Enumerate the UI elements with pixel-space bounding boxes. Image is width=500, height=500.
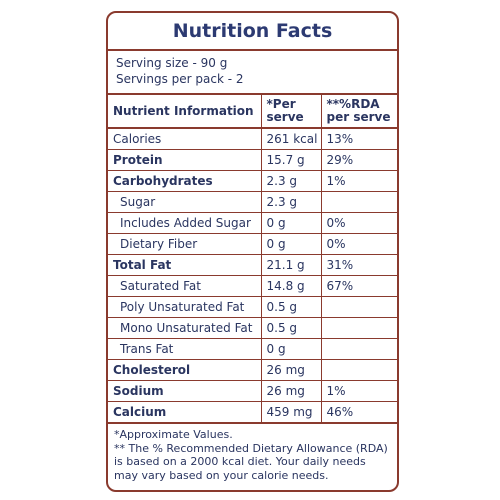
nutrient-per-serve: 459 mg xyxy=(260,401,321,424)
table-row: Protein 15.7 g 29% xyxy=(108,149,397,171)
nutrition-facts-label: Nutrition Facts Serving size - 90 g Serv… xyxy=(106,11,399,492)
header-per-serve: *Per serve xyxy=(260,95,321,129)
nutrient-rda: 0% xyxy=(320,233,397,255)
nutrient-per-serve: 0 g xyxy=(260,338,321,360)
nutrient-rda: 67% xyxy=(320,275,397,297)
nutrient-name: Carbohydrates xyxy=(108,170,261,192)
nutrient-per-serve: 0 g xyxy=(260,233,321,255)
nutrient-per-serve: 14.8 g xyxy=(260,275,321,297)
table-row: Sodium 26 mg 1% xyxy=(108,380,397,402)
nutrient-rda xyxy=(320,296,397,318)
table-row: Mono Unsaturated Fat 0.5 g xyxy=(108,317,397,339)
nutrient-rda: 46% xyxy=(320,401,397,424)
nutrient-per-serve: 15.7 g xyxy=(260,149,321,171)
nutrient-name: Dietary Fiber xyxy=(108,233,261,255)
nutrient-rda: 29% xyxy=(320,149,397,171)
nutrient-per-serve: 26 mg xyxy=(260,359,321,381)
nutrient-name: Sodium xyxy=(108,380,261,402)
nutrient-per-serve: 26 mg xyxy=(260,380,321,402)
table-row: Total Fat 21.1 g 31% xyxy=(108,254,397,276)
serving-info: Serving size - 90 g Servings per pack - … xyxy=(108,51,397,95)
nutrient-per-serve: 2.3 g xyxy=(260,170,321,192)
nutrient-table: Nutrient Information *Per serve **%RDA p… xyxy=(108,95,397,424)
nutrient-per-serve: 2.3 g xyxy=(260,191,321,213)
footnote-approx: *Approximate Values. xyxy=(114,428,233,441)
header-nutrient: Nutrient Information xyxy=(108,95,261,129)
nutrient-rda: 1% xyxy=(320,380,397,402)
nutrient-rda: 1% xyxy=(320,170,397,192)
table-row: Sugar 2.3 g xyxy=(108,191,397,213)
nutrient-name: Cholesterol xyxy=(108,359,261,381)
nutrient-name: Calories xyxy=(108,128,261,150)
nutrient-name: Total Fat xyxy=(108,254,261,276)
nutrient-name: Sugar xyxy=(108,191,261,213)
nutrient-name: Protein xyxy=(108,149,261,171)
nutrient-name: Saturated Fat xyxy=(108,275,261,297)
table-row: Poly Unsaturated Fat 0.5 g xyxy=(108,296,397,318)
serving-size: Serving size - 90 g xyxy=(116,56,228,70)
table-header-row: Nutrient Information *Per serve **%RDA p… xyxy=(108,95,397,129)
nutrient-name: Calcium xyxy=(108,401,261,424)
table-row: Calories 261 kcal 13% xyxy=(108,128,397,150)
table-row: Carbohydrates 2.3 g 1% xyxy=(108,170,397,192)
nutrient-name: Trans Fat xyxy=(108,338,261,360)
nutrient-rda: 13% xyxy=(320,128,397,150)
footnote-rda: ** The % Recommended Dietary Allowance (… xyxy=(114,441,388,482)
label-title: Nutrition Facts xyxy=(108,13,397,51)
footnotes: *Approximate Values. ** The % Recommende… xyxy=(108,424,397,486)
table-row: Trans Fat 0 g xyxy=(108,338,397,360)
table-row: Cholesterol 26 mg xyxy=(108,359,397,381)
nutrient-rda xyxy=(320,338,397,360)
table-row: Includes Added Sugar 0 g 0% xyxy=(108,212,397,234)
nutrient-per-serve: 0.5 g xyxy=(260,296,321,318)
nutrient-per-serve: 261 kcal xyxy=(260,128,321,150)
nutrient-rda xyxy=(320,359,397,381)
nutrient-per-serve: 21.1 g xyxy=(260,254,321,276)
servings-per-pack: Servings per pack - 2 xyxy=(116,72,244,86)
nutrient-rda xyxy=(320,317,397,339)
nutrient-per-serve: 0 g xyxy=(260,212,321,234)
nutrient-rda: 0% xyxy=(320,212,397,234)
nutrient-per-serve: 0.5 g xyxy=(260,317,321,339)
nutrient-rda xyxy=(320,191,397,213)
table-row: Dietary Fiber 0 g 0% xyxy=(108,233,397,255)
table-row: Calcium 459 mg 46% xyxy=(108,401,397,424)
nutrient-name: Poly Unsaturated Fat xyxy=(108,296,261,318)
nutrient-name: Mono Unsaturated Fat xyxy=(108,317,261,339)
header-rda: **%RDA per serve xyxy=(320,95,397,129)
nutrient-name: Includes Added Sugar xyxy=(108,212,261,234)
table-row: Saturated Fat 14.8 g 67% xyxy=(108,275,397,297)
nutrient-rda: 31% xyxy=(320,254,397,276)
